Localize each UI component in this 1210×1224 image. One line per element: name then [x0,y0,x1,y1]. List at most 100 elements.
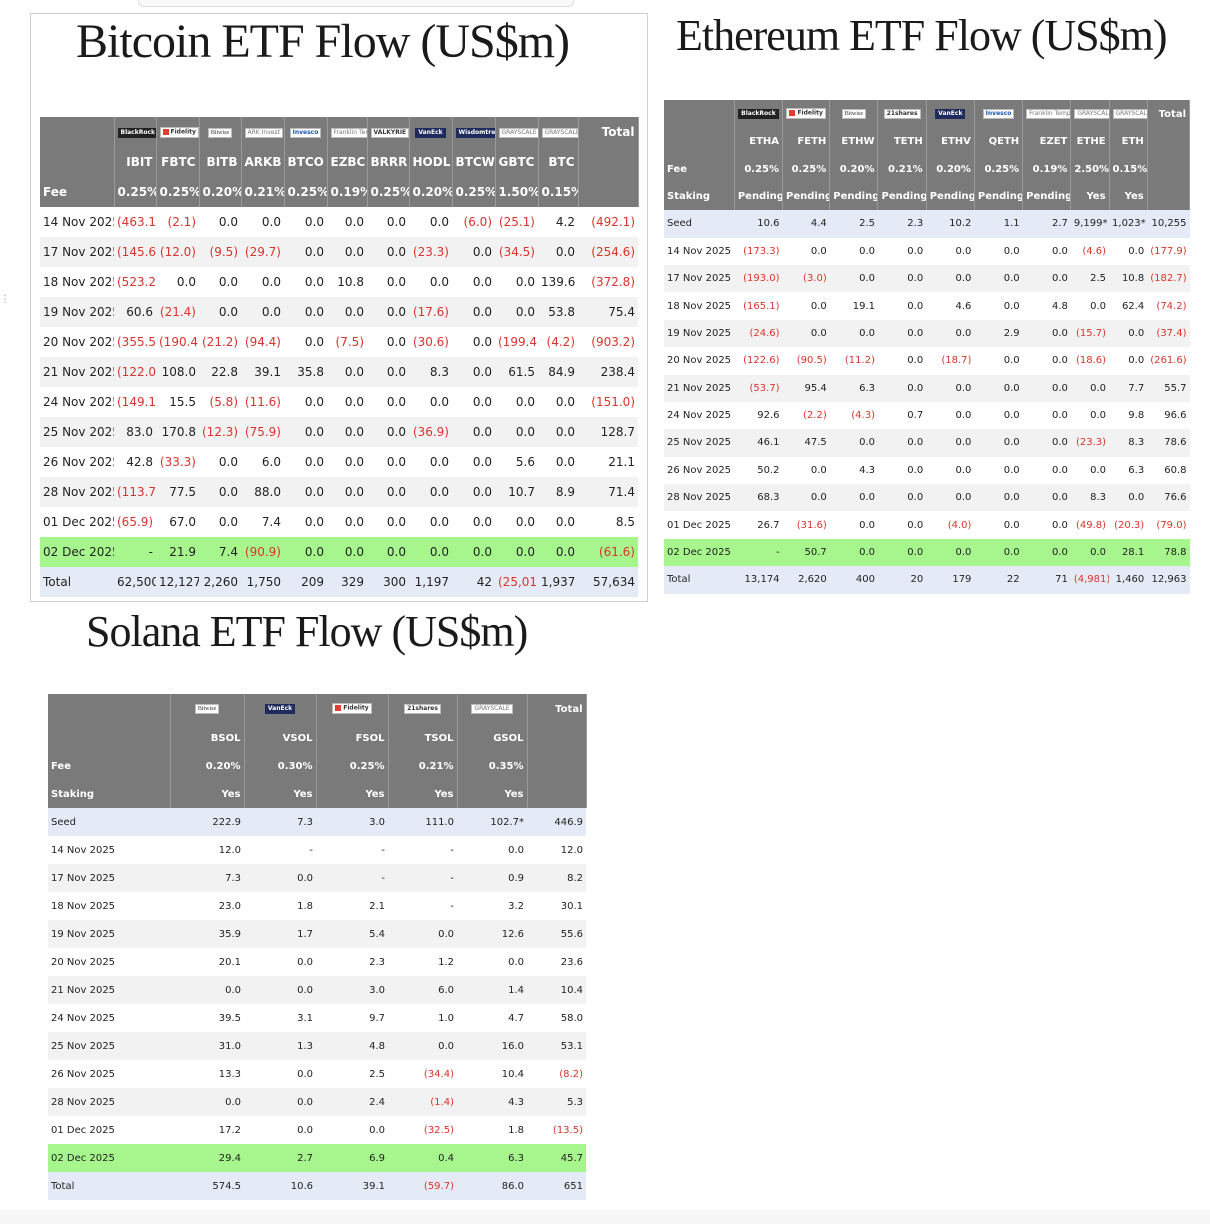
fee-cell: 0.25% [367,177,410,207]
fee-cell: 0.19% [1022,155,1072,183]
value-cell: 4.8 [1022,292,1071,320]
issuer-logo-row: BlackRock Fidelity Bitwise ARK Invest Invesc… [40,117,639,147]
value-cell: 8.3 [409,357,452,387]
value-cell: 2.3 [316,948,388,976]
value-cell: 4.8 [316,1032,388,1060]
seed-cell: 10,255 [1147,210,1190,238]
value-cell: 53.8 [538,297,578,327]
value-cell: 31.0 [170,1032,244,1060]
seed-cell: 2.5 [829,210,878,238]
value-cell: 39.1 [241,357,284,387]
value-cell: 4.2 [538,207,578,237]
staking-label: Staking [664,182,735,211]
value-cell: (8.2) [527,1060,586,1088]
value-cell: (30.6) [409,327,452,357]
value-cell: 0.0 [284,297,327,327]
value-cell: 0.0 [284,477,327,507]
issuer-logo-cell: GRAYSCALE [1070,100,1110,128]
issuer-logo-cell: GRAYSCALE [1109,100,1148,128]
date-cell: 20 Nov 2025 [664,347,735,375]
value-cell: 12.6 [457,920,527,948]
value-cell: (173.3) [734,237,783,265]
corner-cell [48,694,171,724]
issuer-logo: BlackRock [738,108,779,119]
date-cell: 19 Nov 2025 [40,297,114,327]
value-cell: (20.3) [1109,511,1148,539]
value-cell: 8.3 [1070,484,1110,512]
ticker-cell: EZBC [327,147,368,177]
value-cell: 0.0 [244,1060,316,1088]
value-cell: 0.0 [199,507,241,537]
value-cell: 13.3 [170,1060,244,1088]
fee-cell: 0.25% [734,155,784,183]
value-cell: 0.0 [327,447,367,477]
value-cell: 0.0 [156,267,199,297]
value-cell: 6.3 [1109,456,1148,485]
value-cell: 108.0 [156,357,199,387]
value-cell: 3.0 [316,976,388,1004]
value-cell: 1.0 [388,1004,457,1032]
value-cell: 0.0 [926,401,975,430]
value-cell: 83.0 [114,417,156,447]
drag-handle-icon[interactable]: ⋮ [0,294,10,305]
issuer-logo: BlackRock [117,127,155,138]
value-cell: 10.4 [457,1060,527,1088]
corner-cell [664,100,735,128]
value-cell: - [114,537,156,567]
value-cell: 0.0 [926,538,975,567]
value-cell: 0.0 [1022,264,1071,293]
value-cell: 12.0 [527,836,586,864]
total-cell: 86.0 [457,1172,527,1200]
seed-cell: 10.6 [734,210,783,238]
value-cell: 76.6 [1147,484,1190,512]
issuer-logo-cell: Invesco [284,117,328,147]
issuer-logo-row: BlackRock Fidelity Bitwise 21shares VanEck In… [664,100,1191,128]
table-row: 14 Nov 2025 (173.3) 0.0 0.0 0.0 0.0 0.0 0.0 (4.6… [664,237,1190,265]
issuer-logo-cell: GRAYSCALE [457,694,528,724]
fee-cell: 0.25% [284,177,328,207]
value-cell: 0.0 [327,477,367,507]
date-cell: 24 Nov 2025 [48,1004,170,1032]
issuer-logo: VALKYRIE [370,127,408,138]
value-cell: 0.0 [199,447,241,477]
value-cell: (15.7) [1070,319,1110,348]
value-cell: 4.3 [829,456,878,485]
fee-cell: 0.20% [926,155,975,183]
value-cell: 0.0 [974,374,1023,402]
date-cell: 20 Nov 2025 [48,948,170,976]
value-cell: 0.0 [244,976,316,1004]
value-cell: 238.4 [578,357,638,387]
value-cell: 0.0 [1070,292,1110,320]
value-cell: 0.0 [926,237,975,265]
total-cell: 22 [974,566,1023,594]
value-cell: 0.0 [877,237,927,265]
seed-cell: 7.3 [244,808,316,836]
value-cell: 0.0 [367,447,409,477]
table-row: 21 Nov 2025(122.0)108.022.839.135.80.00.… [40,357,638,387]
value-cell: 1.8 [244,892,316,920]
value-cell: 15.5 [156,387,199,417]
value-cell: 0.0 [926,319,975,348]
value-cell: 3.2 [457,892,527,920]
value-cell: (122.6) [734,347,783,375]
value-cell: 9.8 [1109,401,1148,430]
value-cell: 60.8 [1147,456,1190,485]
value-cell: 35.9 [170,920,244,948]
value-cell: 0.0 [829,319,878,348]
seed-cell: 102.7* [457,808,527,836]
seed-cell: 446.9 [527,808,586,836]
value-cell: 8.3 [1109,429,1148,457]
ticker-corner [40,147,115,177]
value-cell: 0.0 [974,511,1023,539]
value-cell: 6.0 [241,447,284,477]
value-cell: (149.1) [114,387,156,417]
total-cell: 2,260 [199,567,241,597]
date-cell: 28 Nov 2025 [48,1088,170,1116]
value-cell: 0.0 [327,387,367,417]
total-header: Total [527,694,587,724]
value-cell: (61.6) [578,537,638,567]
value-cell: (74.2) [1147,292,1190,320]
seed-cell: 2.7 [1022,210,1071,238]
staking-cell: Pending [974,182,1024,211]
value-cell: 2.7 [244,1144,316,1172]
